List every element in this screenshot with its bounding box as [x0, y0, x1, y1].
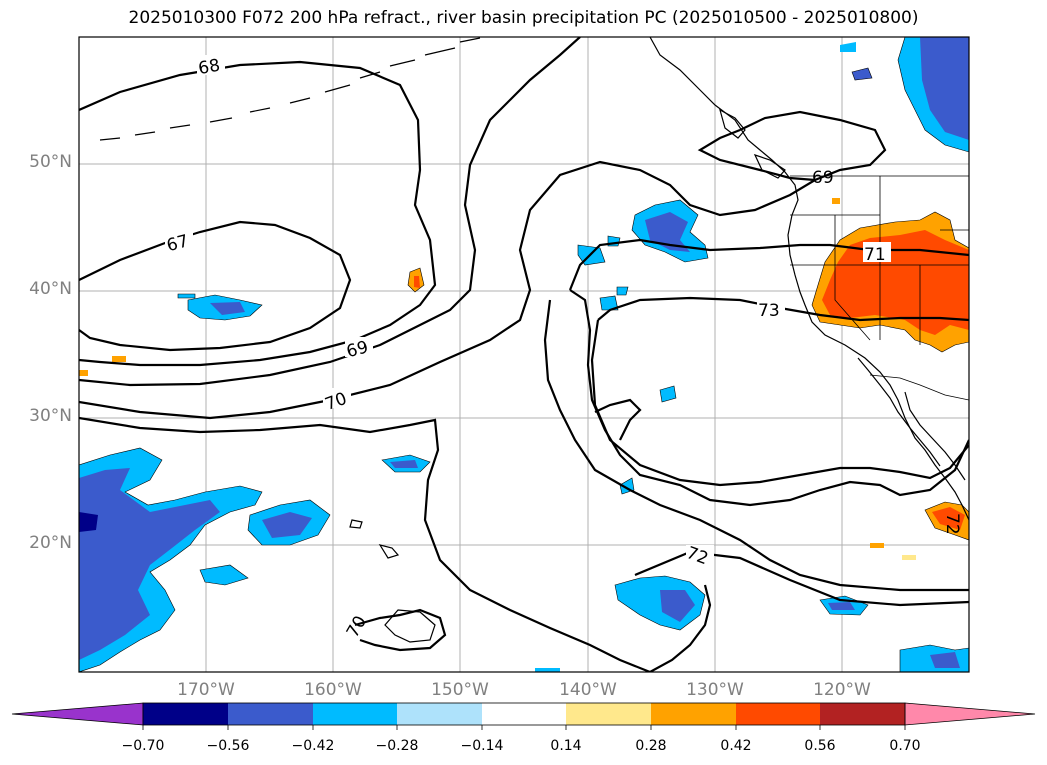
colorbar-bin [228, 703, 313, 725]
map-frame [78, 36, 970, 673]
colorbar-bin [313, 703, 397, 725]
contour-label-72-east: 72 [942, 513, 962, 535]
contour-label-71: 71 [864, 245, 886, 265]
colorbar-tick: 0.56 [804, 738, 836, 754]
negative-precip-areas [79, 37, 969, 672]
colorbar-bin [566, 703, 651, 725]
colorbar-bin [397, 703, 482, 725]
lon-label-170w: 170°W [177, 680, 235, 700]
colorbar-tick: −0.56 [206, 738, 250, 754]
lon-label-150w: 150°W [431, 680, 489, 700]
colorbar-bin [820, 703, 905, 725]
colorbar-extend-high [904, 702, 1036, 726]
colorbar-bin [482, 703, 566, 725]
map-plot-area: 68 67 69 70 71 73 72 70 72 69 [79, 37, 969, 672]
lon-label-120w: 120°W [813, 680, 871, 700]
lon-label-160w: 160°W [304, 680, 362, 700]
colorbar-tick: 0.28 [635, 738, 667, 754]
colorbar-tick: 0.14 [550, 738, 582, 754]
colorbar-bin [736, 703, 820, 725]
lon-label-140w: 140°W [559, 680, 617, 700]
lon-label-130w: 130°W [686, 680, 744, 700]
lat-label-50n: 50°N [29, 152, 72, 172]
colorbar-tick: −0.70 [121, 738, 165, 754]
contour-label-73: 73 [758, 301, 780, 321]
colorbar [11, 702, 1036, 730]
refractivity-contours [79, 37, 969, 672]
borders [790, 175, 969, 401]
colorbar-tick: −0.28 [375, 738, 419, 754]
colorbar-tick: 0.42 [720, 738, 752, 754]
gridlines [79, 37, 969, 672]
colorbar-tick: −0.42 [291, 738, 335, 754]
lat-label-40n: 40°N [29, 279, 72, 299]
lat-label-20n: 20°N [29, 533, 72, 553]
colorbar-extend-low [11, 702, 144, 726]
colorbar-tick: −0.14 [460, 738, 504, 754]
contour-label-68: 68 [197, 56, 222, 79]
lat-label-30n: 30°N [29, 406, 72, 426]
contour-label-69-north: 69 [812, 168, 834, 188]
colorbar-tick: 0.70 [889, 738, 921, 754]
colorbar-bin [143, 703, 228, 725]
colorbar-bin [651, 703, 736, 725]
map-title: 2025010300 F072 200 hPa refract., river … [128, 8, 919, 28]
